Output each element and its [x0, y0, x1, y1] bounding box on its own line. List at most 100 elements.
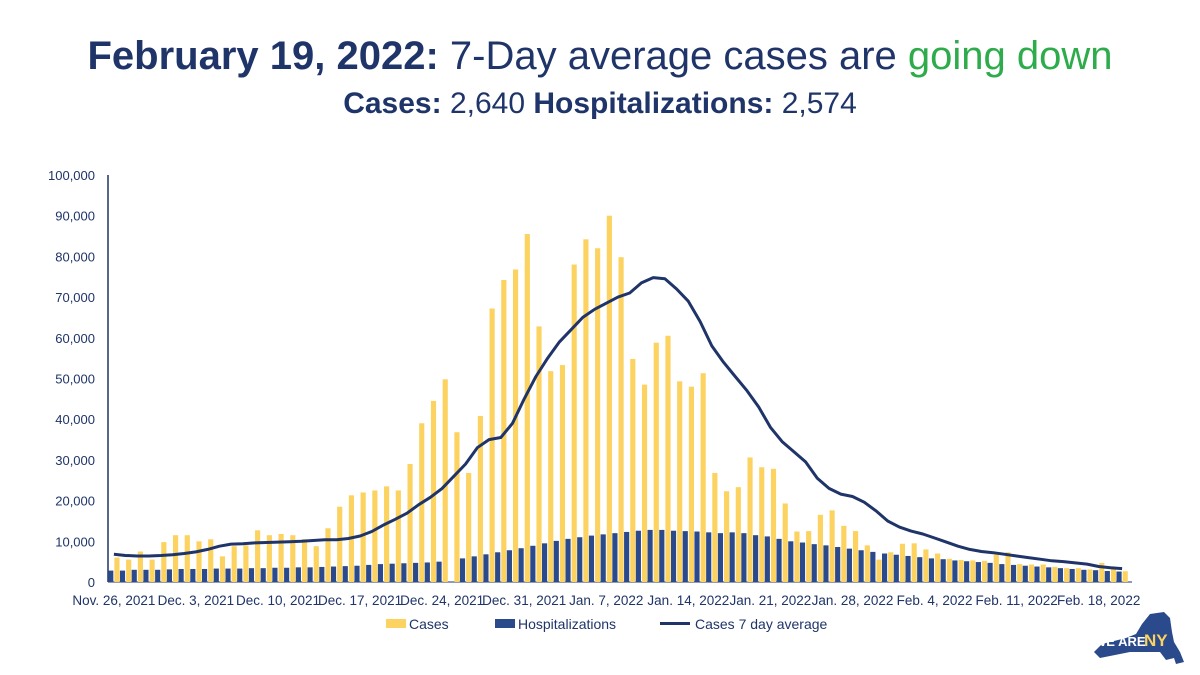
hospitalizations-bar	[588, 535, 595, 582]
cases-bar	[524, 234, 530, 582]
y-tick-label: 90,000	[55, 209, 95, 224]
hospitalizations-bar	[753, 535, 759, 582]
legend-label: Cases 7 day average	[695, 616, 828, 632]
cases-bar	[360, 492, 366, 582]
cases-bar	[747, 457, 753, 582]
legend-swatch	[386, 619, 406, 628]
hospitalizations-bar	[635, 530, 641, 582]
cases-bar	[923, 549, 929, 582]
hospitalizations-bar	[670, 530, 677, 582]
hospitalizations-bar	[319, 566, 325, 582]
y-tick-label: 40,000	[55, 412, 95, 427]
cases-bar	[243, 545, 249, 582]
hospitalizations-bar	[647, 529, 653, 582]
cases-bar	[958, 560, 964, 582]
hospitalizations-bar	[389, 563, 395, 582]
cases-bar	[794, 531, 800, 582]
hospitalizations-bar	[835, 546, 841, 582]
cases-bar	[1040, 564, 1046, 582]
hospitalizations-bar	[166, 569, 172, 582]
cases-bar	[946, 558, 952, 582]
cases-bar	[290, 535, 296, 582]
cases-bar	[278, 533, 284, 582]
y-tick-label: 100,000	[48, 168, 95, 183]
hospitalizations-bar	[213, 568, 219, 582]
cases-bar	[137, 551, 143, 582]
hospitalizations-bar	[928, 558, 935, 582]
hospitalizations-bar	[518, 548, 524, 582]
logo-ny: NY	[1144, 631, 1168, 650]
cases-7-day-average-line	[113, 276, 1123, 571]
legend-swatch	[495, 619, 515, 628]
y-tick-label: 30,000	[55, 453, 95, 468]
cases-bar	[442, 379, 448, 582]
hospitalizations-bar	[1057, 568, 1064, 582]
cases-bar	[477, 415, 483, 582]
title-trend: going down	[907, 34, 1113, 78]
cases-bar	[618, 257, 624, 582]
hospitalizations-bar	[495, 552, 501, 582]
cases-bar	[630, 358, 636, 582]
cases-bar	[864, 545, 870, 582]
hospitalizations-bar	[577, 537, 583, 582]
hospitalizations-bar	[225, 568, 231, 582]
hospitalizations-bar	[541, 543, 548, 582]
cases-label: Cases:	[343, 87, 442, 120]
x-tick-label: Jan. 28, 2022	[812, 593, 894, 608]
hospitalizations-bar	[377, 564, 384, 582]
y-tick-label: 80,000	[55, 249, 95, 264]
x-tick-label: Jan. 21, 2022	[729, 593, 811, 608]
hospitalizations-bar	[436, 561, 442, 582]
cases-bar	[231, 546, 237, 582]
hospitalizations-bar	[764, 536, 770, 582]
cases-bar	[325, 528, 331, 582]
hospitalizations-bar	[108, 570, 114, 582]
cases-bar	[782, 503, 788, 582]
title-headline: 7-Day average cases are	[438, 34, 908, 78]
hospitalizations-bar	[1010, 564, 1017, 582]
cases-bar	[454, 432, 460, 582]
hospitalizations-bar	[999, 564, 1005, 582]
y-tick-label: 60,000	[55, 331, 95, 346]
hospitalizations-bar	[682, 531, 688, 582]
hospitalizations-bar	[893, 554, 899, 582]
cases-bar	[384, 486, 390, 582]
cases-bar	[595, 248, 601, 582]
cases-bar	[219, 556, 226, 582]
x-tick-label: Jan. 14, 2022	[647, 593, 729, 608]
hospitalizations-bar	[846, 548, 852, 582]
hosp-label: Hospitalizations:	[533, 87, 774, 120]
cases-bar	[114, 557, 120, 582]
hospitalizations-bar	[131, 569, 137, 582]
y-tick-label: 70,000	[55, 290, 95, 305]
cases-bar	[1052, 566, 1058, 582]
hospitalizations-bar	[119, 570, 126, 582]
cases-bar	[196, 541, 202, 582]
x-tick-label: Feb. 11, 2022	[975, 593, 1057, 608]
hospitalizations-bar	[272, 567, 278, 582]
x-tick-label: Jan. 7, 2022	[569, 593, 643, 608]
y-tick-label: 0	[88, 575, 95, 590]
hospitalizations-bar	[565, 538, 571, 582]
cases-bar	[981, 560, 988, 582]
hospitalizations-bar	[1046, 567, 1052, 582]
hospitalizations-bar	[788, 541, 794, 582]
cases-bar	[466, 472, 472, 582]
we-are-ny-logo: WE ARE NY	[1094, 612, 1184, 664]
hospitalizations-bar	[1116, 571, 1122, 582]
cases-bar	[266, 535, 272, 582]
cases-bar	[407, 463, 413, 582]
hospitalizations-bar	[237, 568, 243, 582]
cases-bar	[489, 308, 495, 582]
cases-bar	[970, 560, 976, 582]
hospitalizations-bar	[1093, 570, 1099, 582]
x-tick-label: Dec. 3, 2021	[158, 593, 235, 608]
cases-bar	[724, 491, 730, 582]
hospitalizations-bar	[248, 568, 255, 582]
hospitalizations-bar	[706, 532, 712, 582]
hospitalizations-bar	[178, 568, 184, 582]
x-tick-label: Feb. 18, 2022	[1057, 593, 1140, 608]
cases-bar	[536, 326, 542, 582]
x-tick-label: Dec. 10, 2021	[236, 593, 320, 608]
new-york-state-icon	[1094, 612, 1184, 664]
